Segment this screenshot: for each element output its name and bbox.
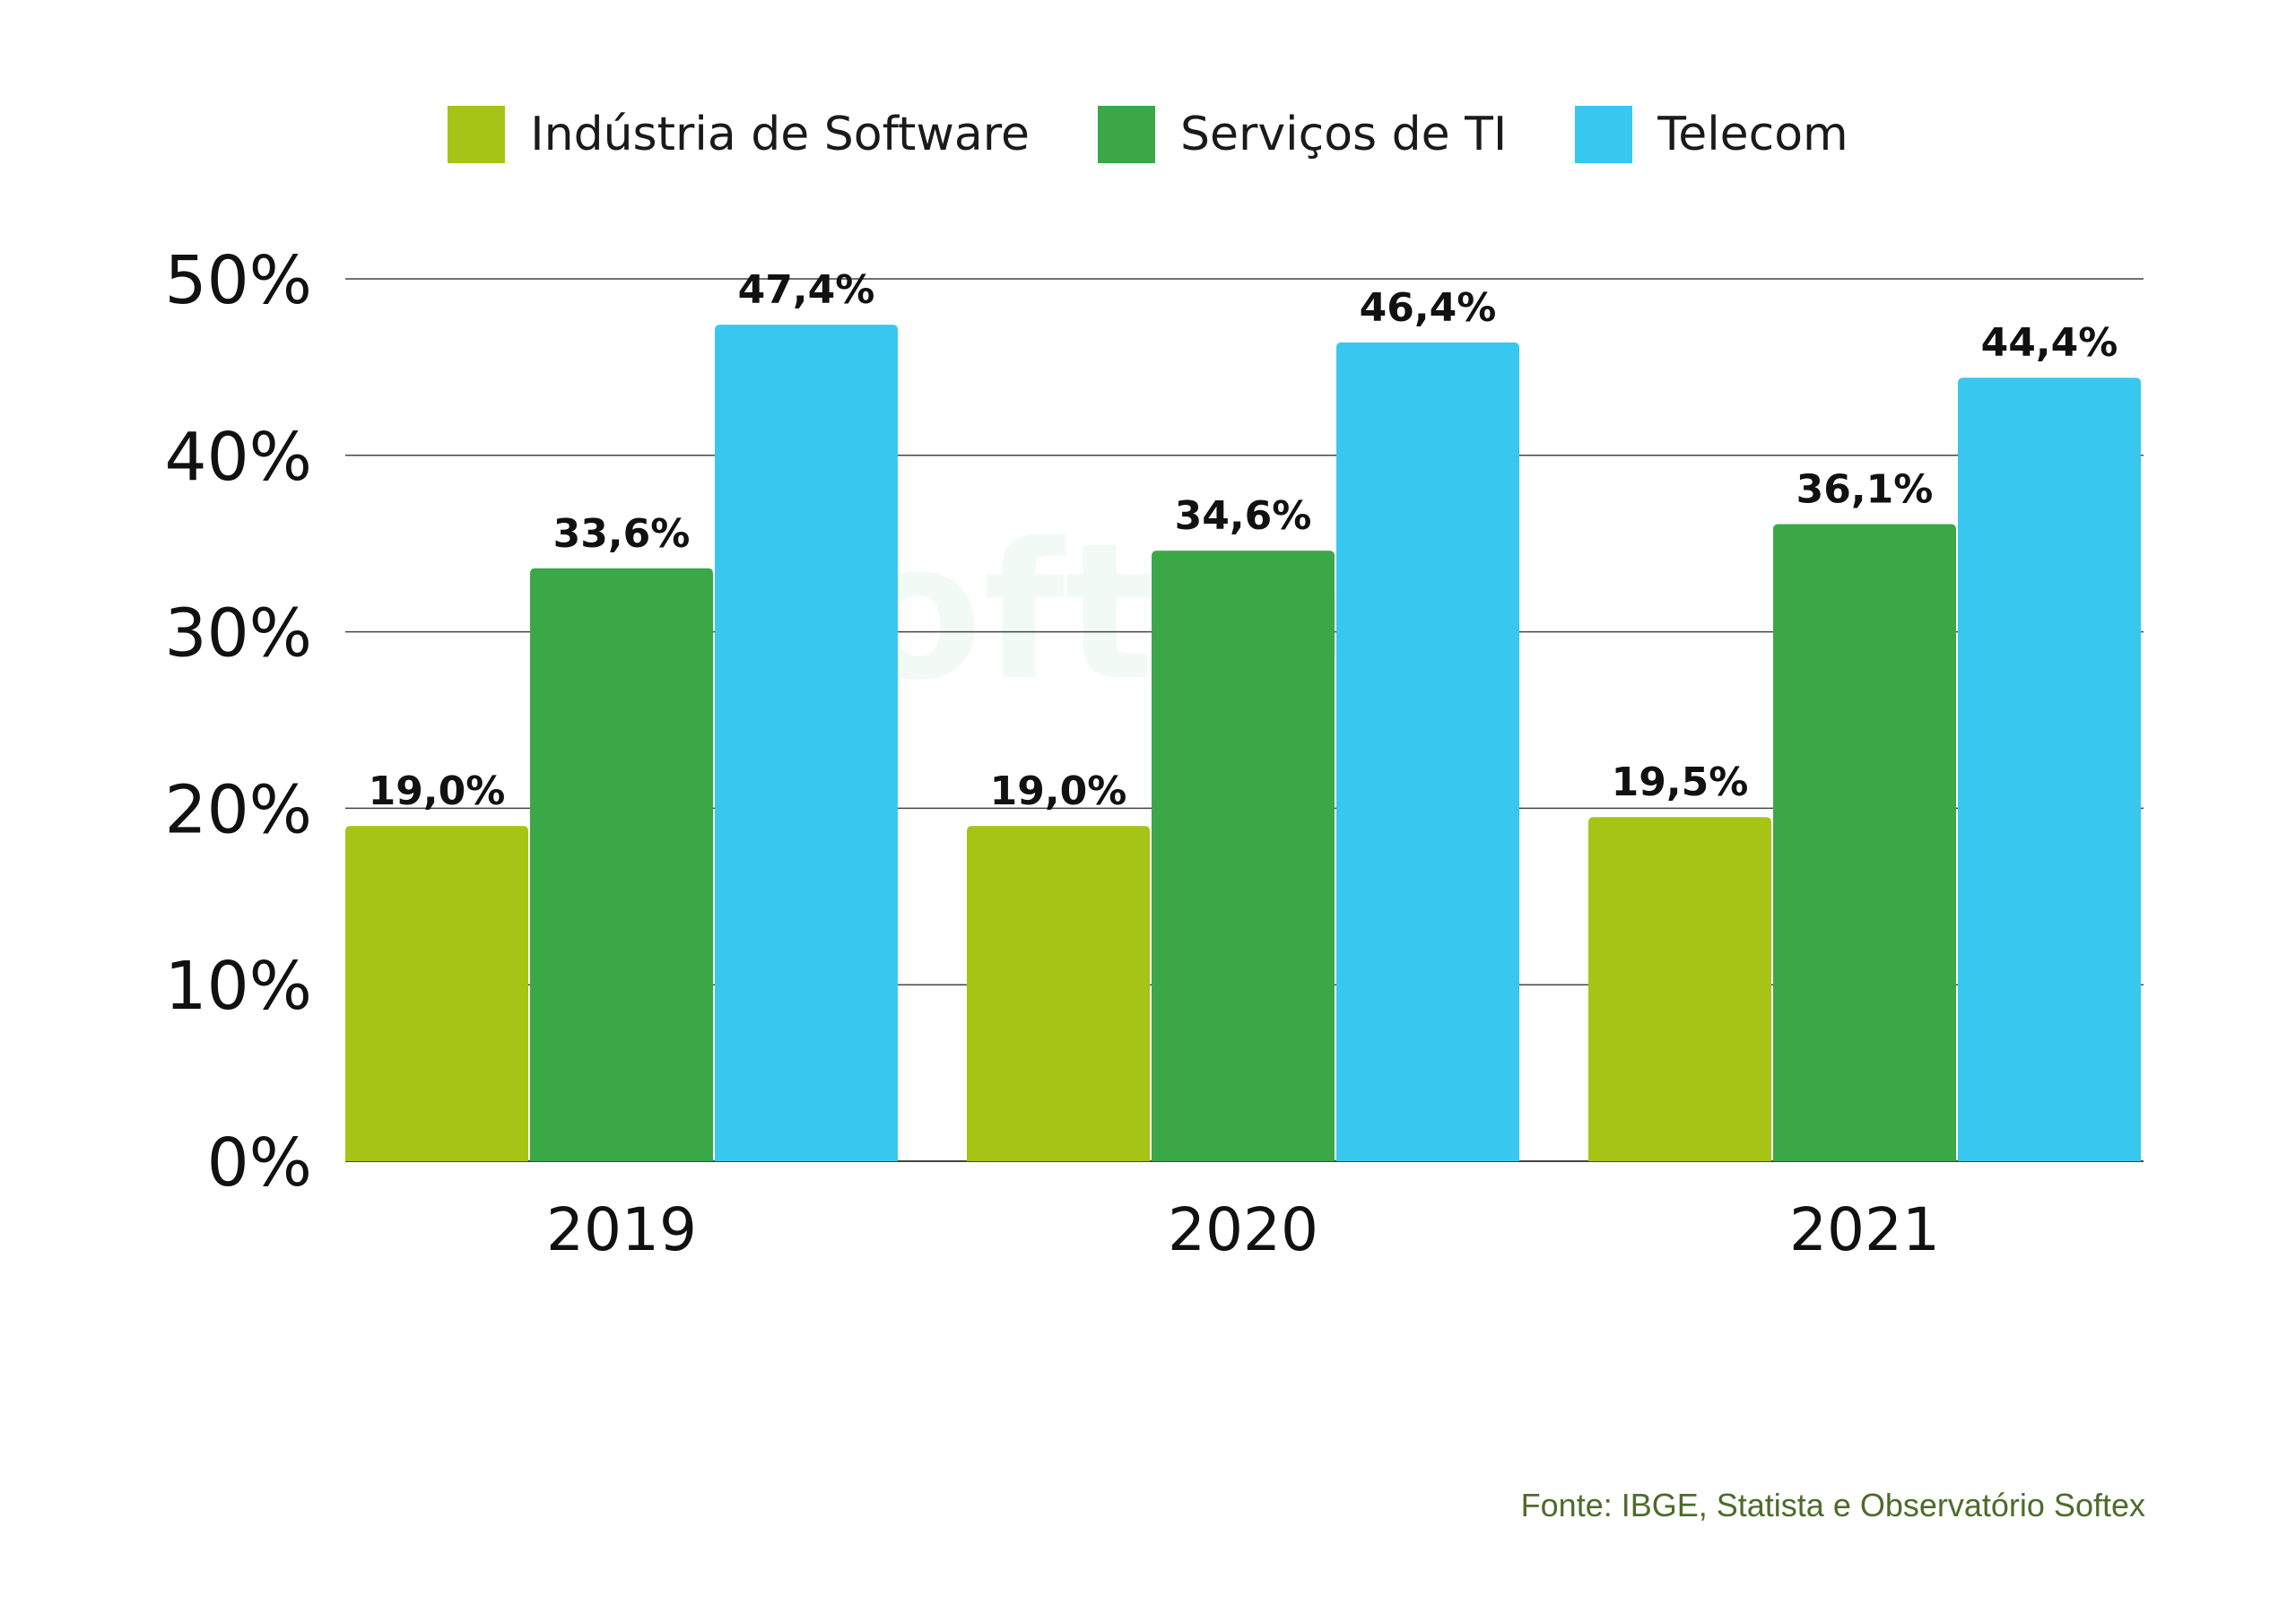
y-tick-label: 0% [207, 1124, 312, 1202]
data-label: 33,6% [553, 511, 691, 557]
bar [1958, 378, 2141, 1161]
source-note: Fonte: IBGE, Statista e Observatório Sof… [1520, 1487, 2145, 1523]
bars [345, 325, 2141, 1162]
bar [967, 826, 1150, 1161]
bar [1588, 817, 1771, 1161]
x-tick-label: 2021 [1789, 1195, 1940, 1264]
legend-swatch-telecom [1575, 106, 1633, 163]
x-tick-label: 2019 [546, 1195, 697, 1264]
legend-label-servicos: Serviços de TI [1180, 108, 1508, 161]
bar [1336, 342, 1519, 1161]
y-tick-label: 10% [165, 948, 312, 1025]
bar [715, 325, 898, 1162]
y-tick-label: 20% [165, 771, 312, 848]
bar [1152, 551, 1335, 1161]
data-label: 46,4% [1360, 285, 1497, 331]
y-axis-tick-labels: 0% 10% 20% 30% 40% 50% [165, 242, 312, 1202]
data-label: 19,0% [369, 768, 506, 814]
x-tick-label: 2020 [1168, 1195, 1318, 1264]
data-labels: 19,0% 33,6% 47,4% 19,0% 34,6% 46,4% 19,5% 36,1%… [369, 267, 2118, 814]
legend: Indústria de Software Serviços de TI Tel… [0, 106, 2296, 163]
bar [345, 826, 528, 1161]
data-label: 34,6% [1175, 493, 1312, 539]
y-tick-label: 30% [165, 595, 312, 673]
data-label: 36,1% [1796, 467, 1934, 513]
y-tick-label: 40% [165, 419, 312, 496]
legend-swatch-servicos [1098, 106, 1156, 163]
bar [530, 568, 713, 1161]
data-label: 44,4% [1981, 320, 2118, 366]
x-axis-tick-labels: 2019 2020 2021 [546, 1195, 1940, 1264]
legend-swatch-industria [448, 106, 506, 163]
legend-item-servicos: Serviços de TI [1098, 106, 1507, 163]
bar [1773, 524, 1956, 1161]
legend-item-telecom: Telecom [1575, 106, 1848, 163]
legend-label-industria: Indústria de Software [530, 108, 1031, 161]
data-label: 19,5% [1612, 759, 1749, 805]
y-tick-label: 50% [165, 242, 312, 319]
data-label: 47,4% [738, 267, 875, 313]
legend-label-telecom: Telecom [1657, 108, 1848, 161]
legend-item-industria: Indústria de Software [448, 106, 1030, 163]
data-label: 19,0% [990, 768, 1127, 814]
